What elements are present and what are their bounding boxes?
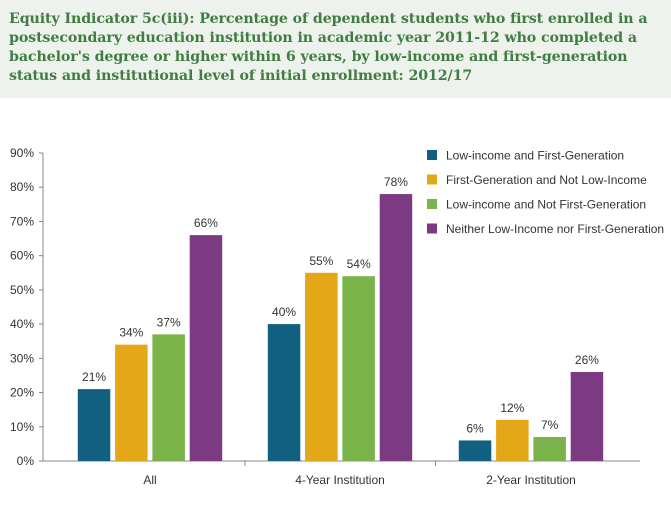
legend-swatch xyxy=(427,174,437,185)
y-tick-label: 90% xyxy=(10,146,34,160)
bar xyxy=(77,389,111,461)
y-tick-label: 50% xyxy=(10,283,34,297)
legend-label: Neither Low-Income nor First-Generation xyxy=(446,222,664,236)
data-label: 6% xyxy=(466,421,484,435)
x-tick-label: All xyxy=(143,473,156,487)
bar xyxy=(570,372,604,461)
y-tick-label: 30% xyxy=(10,351,34,365)
bar xyxy=(267,324,301,461)
title-banner: Equity Indicator 5c(iii): Percentage of … xyxy=(0,0,671,98)
bar xyxy=(152,334,185,461)
data-label: 7% xyxy=(541,418,559,432)
legend-swatch xyxy=(427,199,437,209)
legend-swatch xyxy=(427,223,437,234)
data-label: 66% xyxy=(194,216,218,230)
data-label: 78% xyxy=(384,175,408,189)
bar xyxy=(115,344,148,461)
x-tick-label: 2-Year Institution xyxy=(486,473,576,487)
legend-swatch xyxy=(427,150,437,160)
bar xyxy=(458,440,492,461)
data-label: 37% xyxy=(157,315,181,329)
data-label: 12% xyxy=(500,401,524,415)
y-tick-label: 0% xyxy=(17,454,35,468)
y-tick-label: 60% xyxy=(10,249,34,263)
chart-title: Equity Indicator 5c(iii): Percentage of … xyxy=(9,11,648,84)
legend-label: First-Generation and Not Low-Income xyxy=(446,173,647,187)
data-label: 26% xyxy=(575,353,599,367)
data-label: 55% xyxy=(309,254,333,268)
bar xyxy=(379,194,413,462)
legend-label: Low-income and Not First-Generation xyxy=(446,198,646,212)
legend-label: Low-income and First-Generation xyxy=(446,149,624,163)
data-label: 34% xyxy=(119,326,143,340)
y-tick-label: 70% xyxy=(10,214,34,228)
y-tick-label: 40% xyxy=(10,317,34,331)
bar xyxy=(533,437,566,461)
bar xyxy=(305,272,338,461)
data-label: 54% xyxy=(347,257,371,271)
y-tick-label: 80% xyxy=(10,180,34,194)
data-label: 40% xyxy=(272,305,296,319)
x-tick-label: 4-Year Institution xyxy=(295,473,385,487)
bar xyxy=(342,276,375,461)
bar xyxy=(189,235,223,461)
y-tick-label: 10% xyxy=(10,420,34,434)
data-label: 21% xyxy=(82,370,106,384)
y-tick-label: 20% xyxy=(10,386,34,400)
bar xyxy=(496,419,529,461)
